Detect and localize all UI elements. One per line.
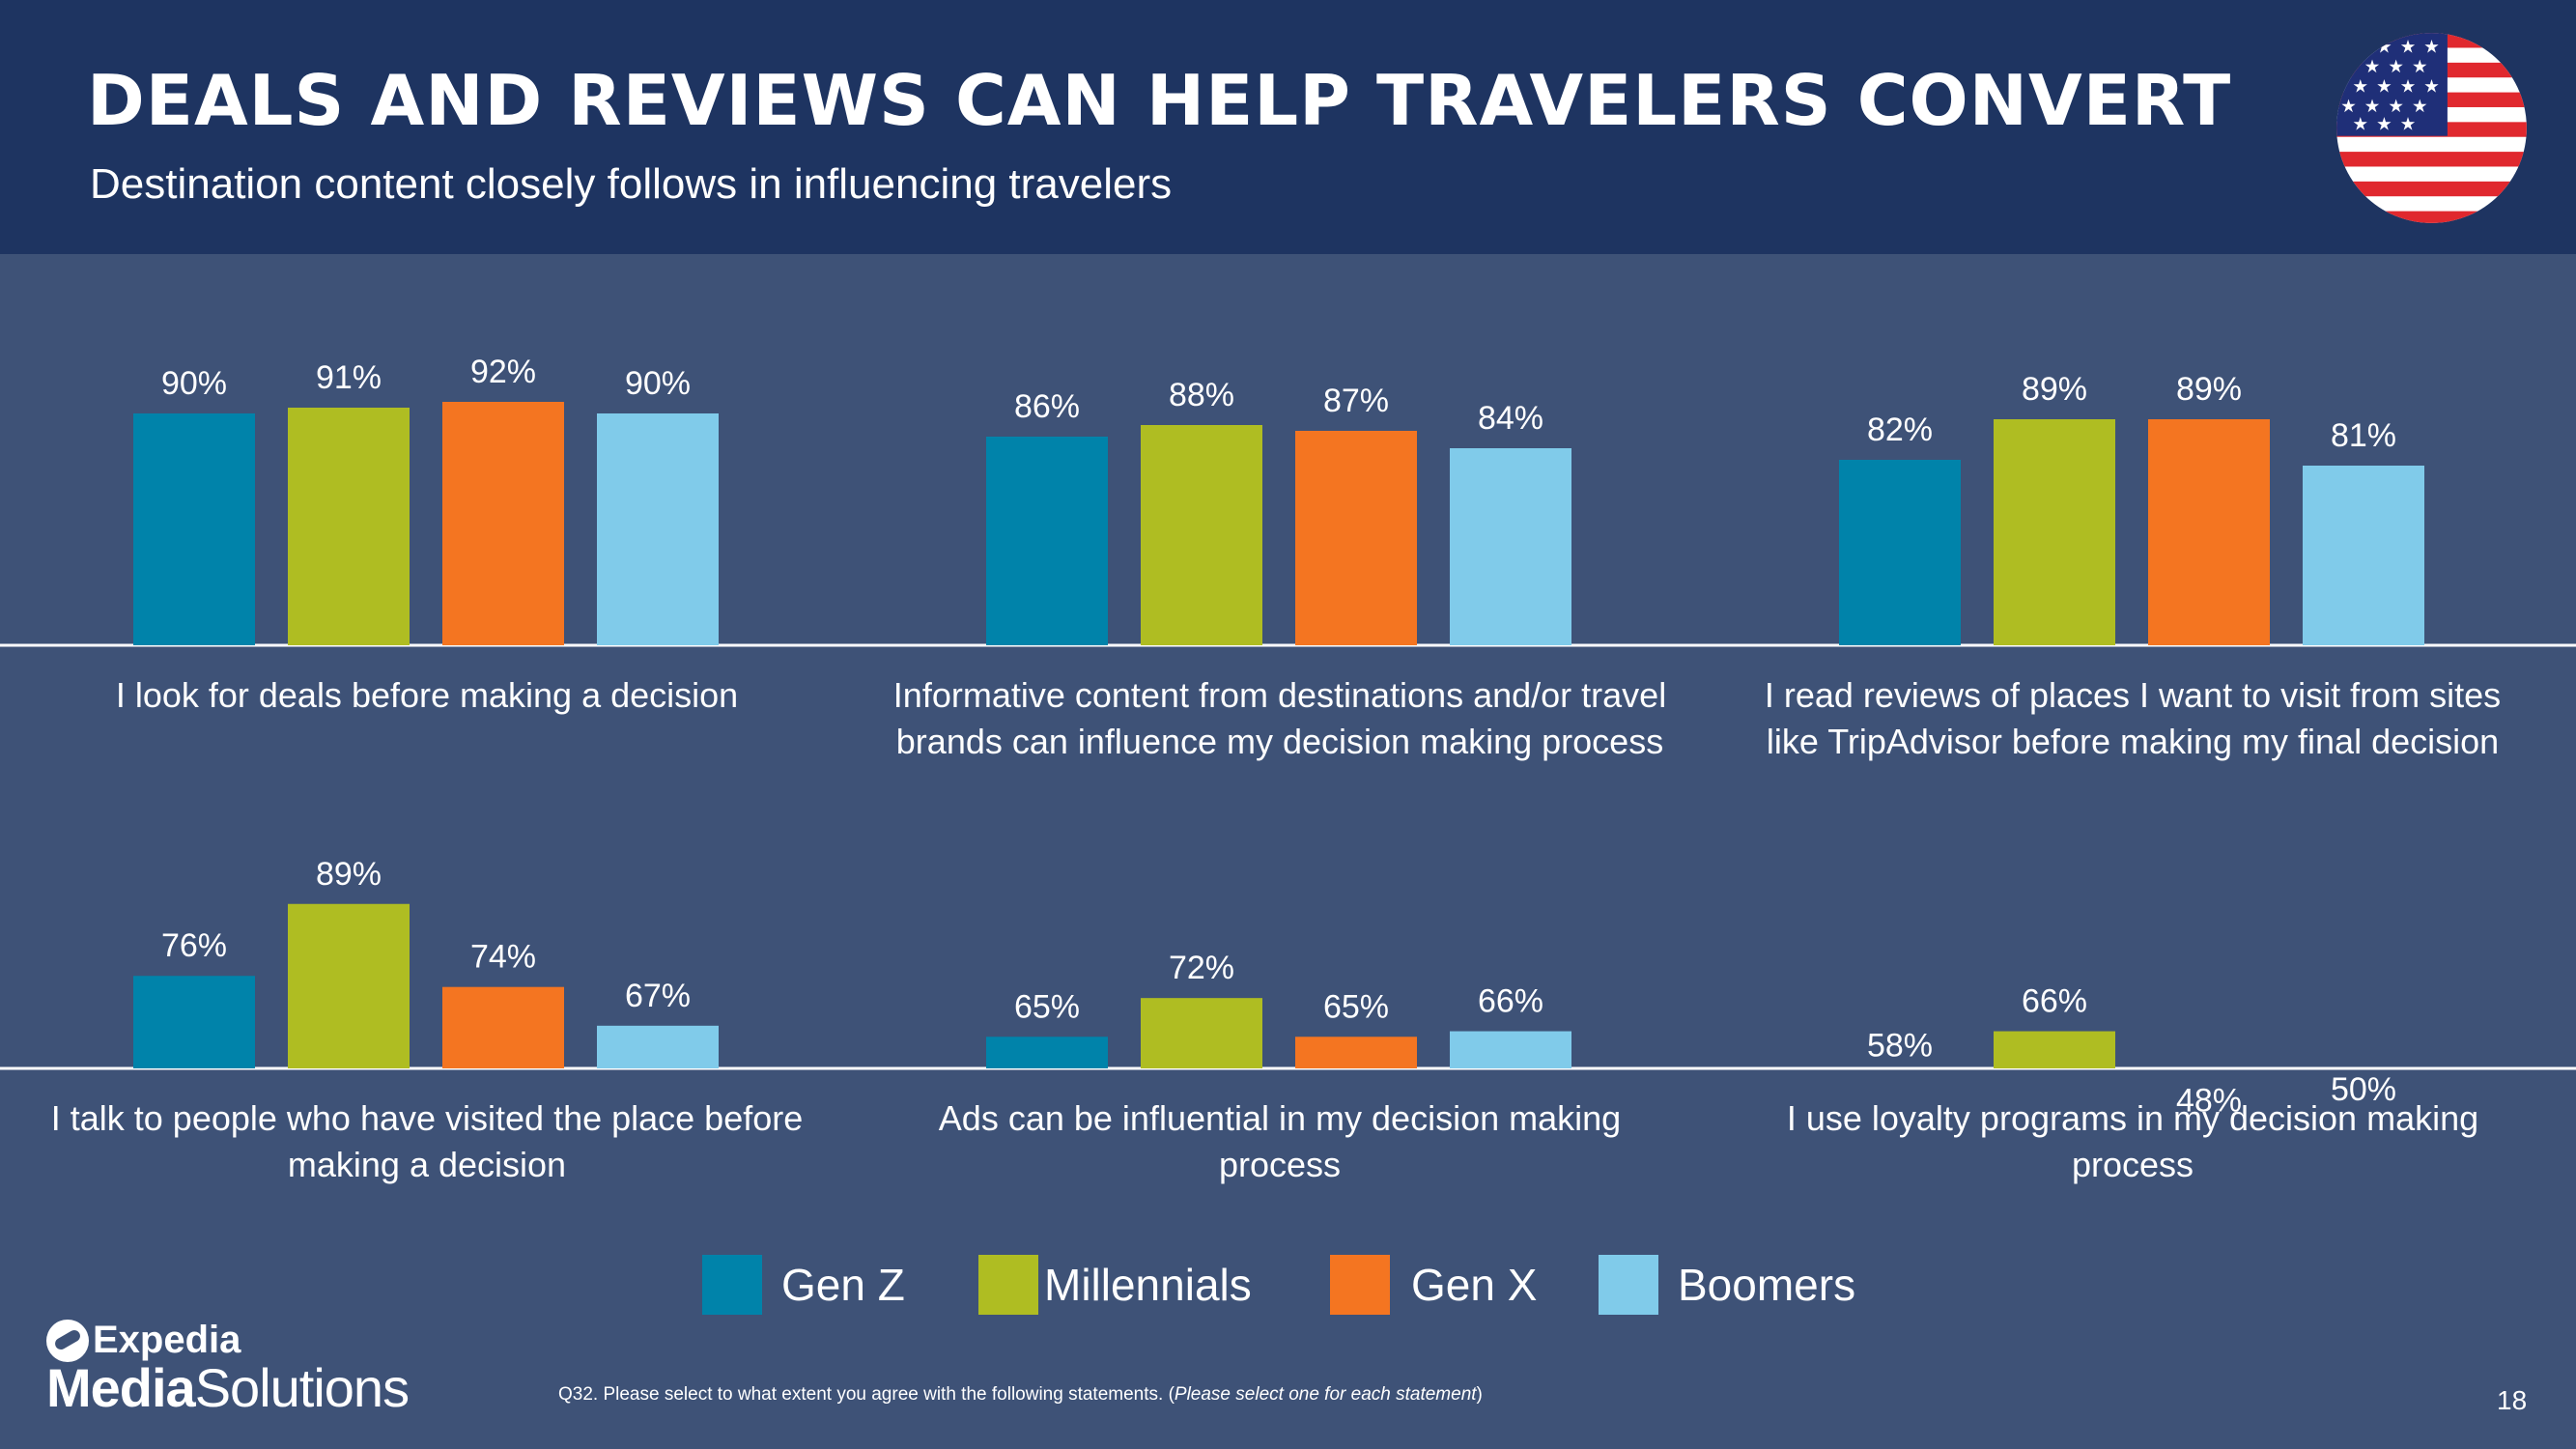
data-label-gen-x-panel-1: 92%: [470, 354, 536, 390]
legend-swatch: [1330, 1255, 1390, 1315]
bar-gen-z-panel-4: [133, 976, 255, 1068]
data-label-millennials-panel-2: 88%: [1169, 377, 1234, 413]
data-label-gen-z-panel-6: 58%: [1867, 1027, 1933, 1064]
category-label-deals: I look for deals before making a decisio…: [115, 675, 739, 715]
bar-gen-x-panel-2: [1295, 431, 1417, 645]
category-label-talk-to-people: I talk to people who have visited the pl…: [50, 1098, 804, 1184]
svg-text:★: ★: [2376, 115, 2392, 135]
data-label-gen-z-panel-5: 65%: [1014, 988, 1080, 1025]
page-number: 18: [2497, 1385, 2528, 1415]
bar-gen-x-panel-5: [1295, 1037, 1417, 1068]
svg-text:★: ★: [2400, 77, 2417, 98]
bar-gen-x-panel-4: [442, 986, 564, 1068]
page-title: DEALS AND REVIEWS CAN HELP TRAVELERS CON…: [87, 60, 2232, 141]
data-label-gen-x-panel-5: 65%: [1323, 988, 1389, 1025]
svg-text:★: ★: [2340, 97, 2357, 117]
data-label-millennials-panel-1: 91%: [316, 359, 382, 396]
svg-text:★: ★: [2364, 57, 2381, 77]
legend-label: Gen X: [1411, 1260, 1538, 1310]
bar-millennials-panel-6: [1994, 1031, 2115, 1068]
svg-text:★: ★: [2353, 115, 2369, 135]
data-label-boomers-panel-5: 66%: [1478, 983, 1543, 1020]
data-label-gen-x-panel-3: 89%: [2176, 371, 2242, 408]
us-flag-icon: ★ ★ ★ ★ ★ ★ ★ ★ ★ ★ ★ ★ ★ ★ ★ ★ ★ ★ ★: [2336, 33, 2527, 223]
data-label-boomers-panel-4: 67%: [625, 978, 691, 1014]
svg-text:★: ★: [2364, 97, 2381, 117]
legend-swatch: [1599, 1255, 1658, 1315]
bar-boomers-panel-5: [1450, 1031, 1571, 1068]
svg-text:★: ★: [2412, 57, 2428, 77]
data-label-millennials-panel-5: 72%: [1169, 950, 1234, 986]
page-subtitle: Destination content closely follows in i…: [90, 160, 1173, 208]
logo-solutions-text: Solutions: [194, 1357, 410, 1418]
bar-millennials-panel-1: [288, 408, 410, 645]
category-label-ads: Ads can be influential in my decision ma…: [938, 1098, 1622, 1184]
data-label-gen-z-panel-3: 82%: [1867, 412, 1933, 448]
data-label-boomers-panel-1: 90%: [625, 365, 691, 402]
svg-text:★: ★: [2353, 77, 2369, 98]
logo-media-text: Media: [46, 1357, 196, 1418]
data-label-gen-x-panel-6: 48%: [2176, 1083, 2242, 1120]
footnote: Q32. Please select to what extent you ag…: [558, 1384, 1483, 1405]
bar-millennials-panel-2: [1141, 425, 1262, 645]
legend-swatch: [978, 1255, 1038, 1315]
svg-text:★: ★: [2400, 115, 2417, 135]
bar-boomers-panel-1: [597, 413, 719, 645]
legend-label: Gen Z: [781, 1260, 905, 1310]
bar-gen-z-panel-1: [133, 413, 255, 645]
data-label-boomers-panel-6: 50%: [2331, 1071, 2396, 1108]
bar-boomers-panel-4: [597, 1025, 719, 1068]
svg-text:★: ★: [2423, 77, 2440, 98]
expedia-plane-icon: [46, 1319, 89, 1362]
legend-label: Boomers: [1678, 1260, 1856, 1310]
expedia-media-solutions-logo: Expedia MediaSolutions: [46, 1319, 410, 1419]
bar-gen-z-panel-5: [986, 1037, 1108, 1068]
data-label-gen-z-panel-4: 76%: [161, 927, 227, 964]
svg-text:★: ★: [2388, 97, 2404, 117]
legend-item-boomers: Boomers: [1599, 1254, 1855, 1316]
svg-text:★: ★: [2376, 77, 2392, 98]
data-label-boomers-panel-2: 84%: [1478, 400, 1543, 437]
bar-millennials-panel-3: [1994, 419, 2115, 645]
legend-item-gen-x: Gen X: [1330, 1254, 1537, 1316]
bar-gen-x-panel-3: [2148, 419, 2270, 645]
bar-boomers-panel-3: [2303, 466, 2424, 645]
legend-item-millennials: Millennials: [978, 1254, 1252, 1316]
bar-gen-z-panel-3: [1839, 460, 1961, 645]
logo-top-text: Expedia: [93, 1319, 241, 1361]
svg-text:★: ★: [2388, 57, 2404, 77]
data-label-millennials-panel-6: 66%: [2022, 983, 2087, 1020]
bar-gen-z-panel-2: [986, 437, 1108, 645]
bar-millennials-panel-5: [1141, 998, 1262, 1068]
bar-millennials-panel-4: [288, 903, 410, 1068]
legend-swatch: [702, 1255, 762, 1315]
category-label-reviews: I read reviews of places I want to visit…: [1764, 675, 2502, 761]
svg-text:★: ★: [2423, 38, 2440, 58]
data-label-gen-x-panel-2: 87%: [1323, 383, 1389, 419]
svg-text:★: ★: [2412, 97, 2428, 117]
legend-item-gen-z: Gen Z: [702, 1254, 905, 1316]
data-label-gen-x-panel-4: 74%: [470, 939, 536, 976]
category-label-loyalty: I use loyalty programs in my decision ma…: [1786, 1098, 2479, 1184]
header-band: DEALS AND REVIEWS CAN HELP TRAVELERS CON…: [0, 0, 2576, 254]
svg-text:★: ★: [2400, 38, 2417, 58]
data-label-millennials-panel-4: 89%: [316, 856, 382, 893]
data-label-gen-z-panel-1: 90%: [161, 365, 227, 402]
bar-boomers-panel-2: [1450, 448, 1571, 645]
category-label-informative-content: Informative content from destinations an…: [892, 675, 1667, 761]
data-label-millennials-panel-3: 89%: [2022, 371, 2087, 408]
data-label-gen-z-panel-2: 86%: [1014, 388, 1080, 425]
legend-label: Millennials: [1044, 1260, 1252, 1310]
data-label-boomers-panel-3: 81%: [2331, 417, 2396, 454]
bar-gen-x-panel-1: [442, 402, 564, 645]
